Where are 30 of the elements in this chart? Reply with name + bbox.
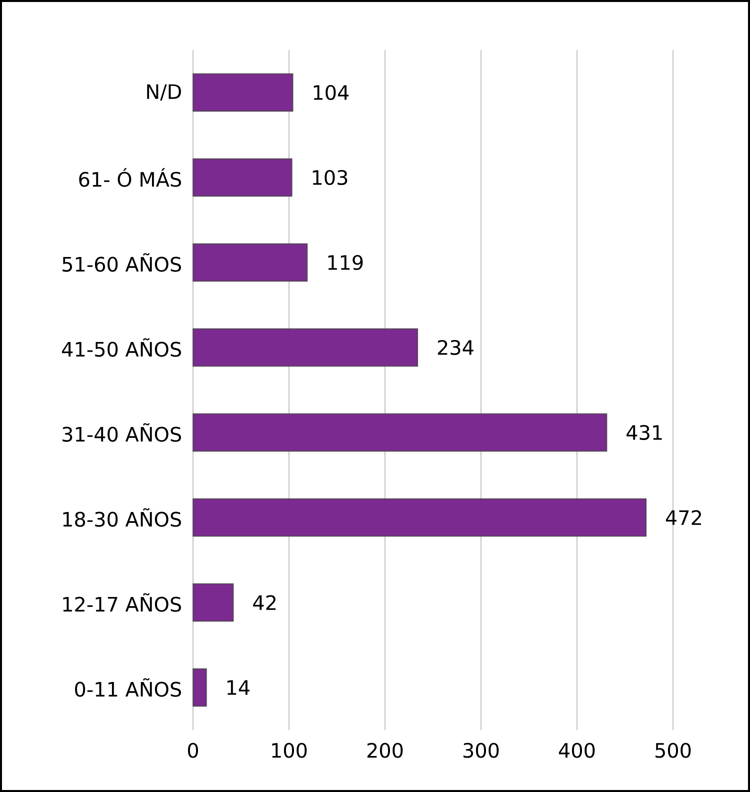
y-tick-label: 61- Ó MÁS [79,168,182,187]
x-tick-label: 100 [272,742,307,758]
data-label: 234 [438,340,474,356]
bar [192,498,647,537]
bar [192,73,294,112]
bar [192,328,418,367]
y-tick-label: 51-60 AÑOS [62,253,182,272]
x-tick-label: 500 [656,742,691,758]
data-label: 103 [312,170,348,186]
x-tick-label: 300 [464,742,499,758]
y-tick-label: 31-40 AÑOS [62,423,182,442]
data-label: 431 [626,424,662,440]
bar [192,243,308,282]
bar [192,158,292,197]
bar [192,583,234,622]
data-label: 14 [227,680,250,695]
y-tick-label: 0-11 AÑOS [75,678,182,697]
y-tick-label: N/D [147,84,181,101]
x-tick-label: 200 [367,742,403,758]
y-tick-label: 12-17 AÑOS [63,593,182,612]
x-tick-label: 400 [558,742,595,758]
y-tick-label: 41-50 AÑOS [62,338,182,357]
data-label: 42 [253,595,276,610]
data-label: 104 [314,84,349,100]
y-tick-label: 18-30 AÑOS [63,508,182,527]
x-tick-label: 0 [188,742,198,758]
data-label: 119 [328,254,363,270]
bar [192,668,207,707]
bar [192,413,608,452]
data-label: 472 [666,510,701,525]
